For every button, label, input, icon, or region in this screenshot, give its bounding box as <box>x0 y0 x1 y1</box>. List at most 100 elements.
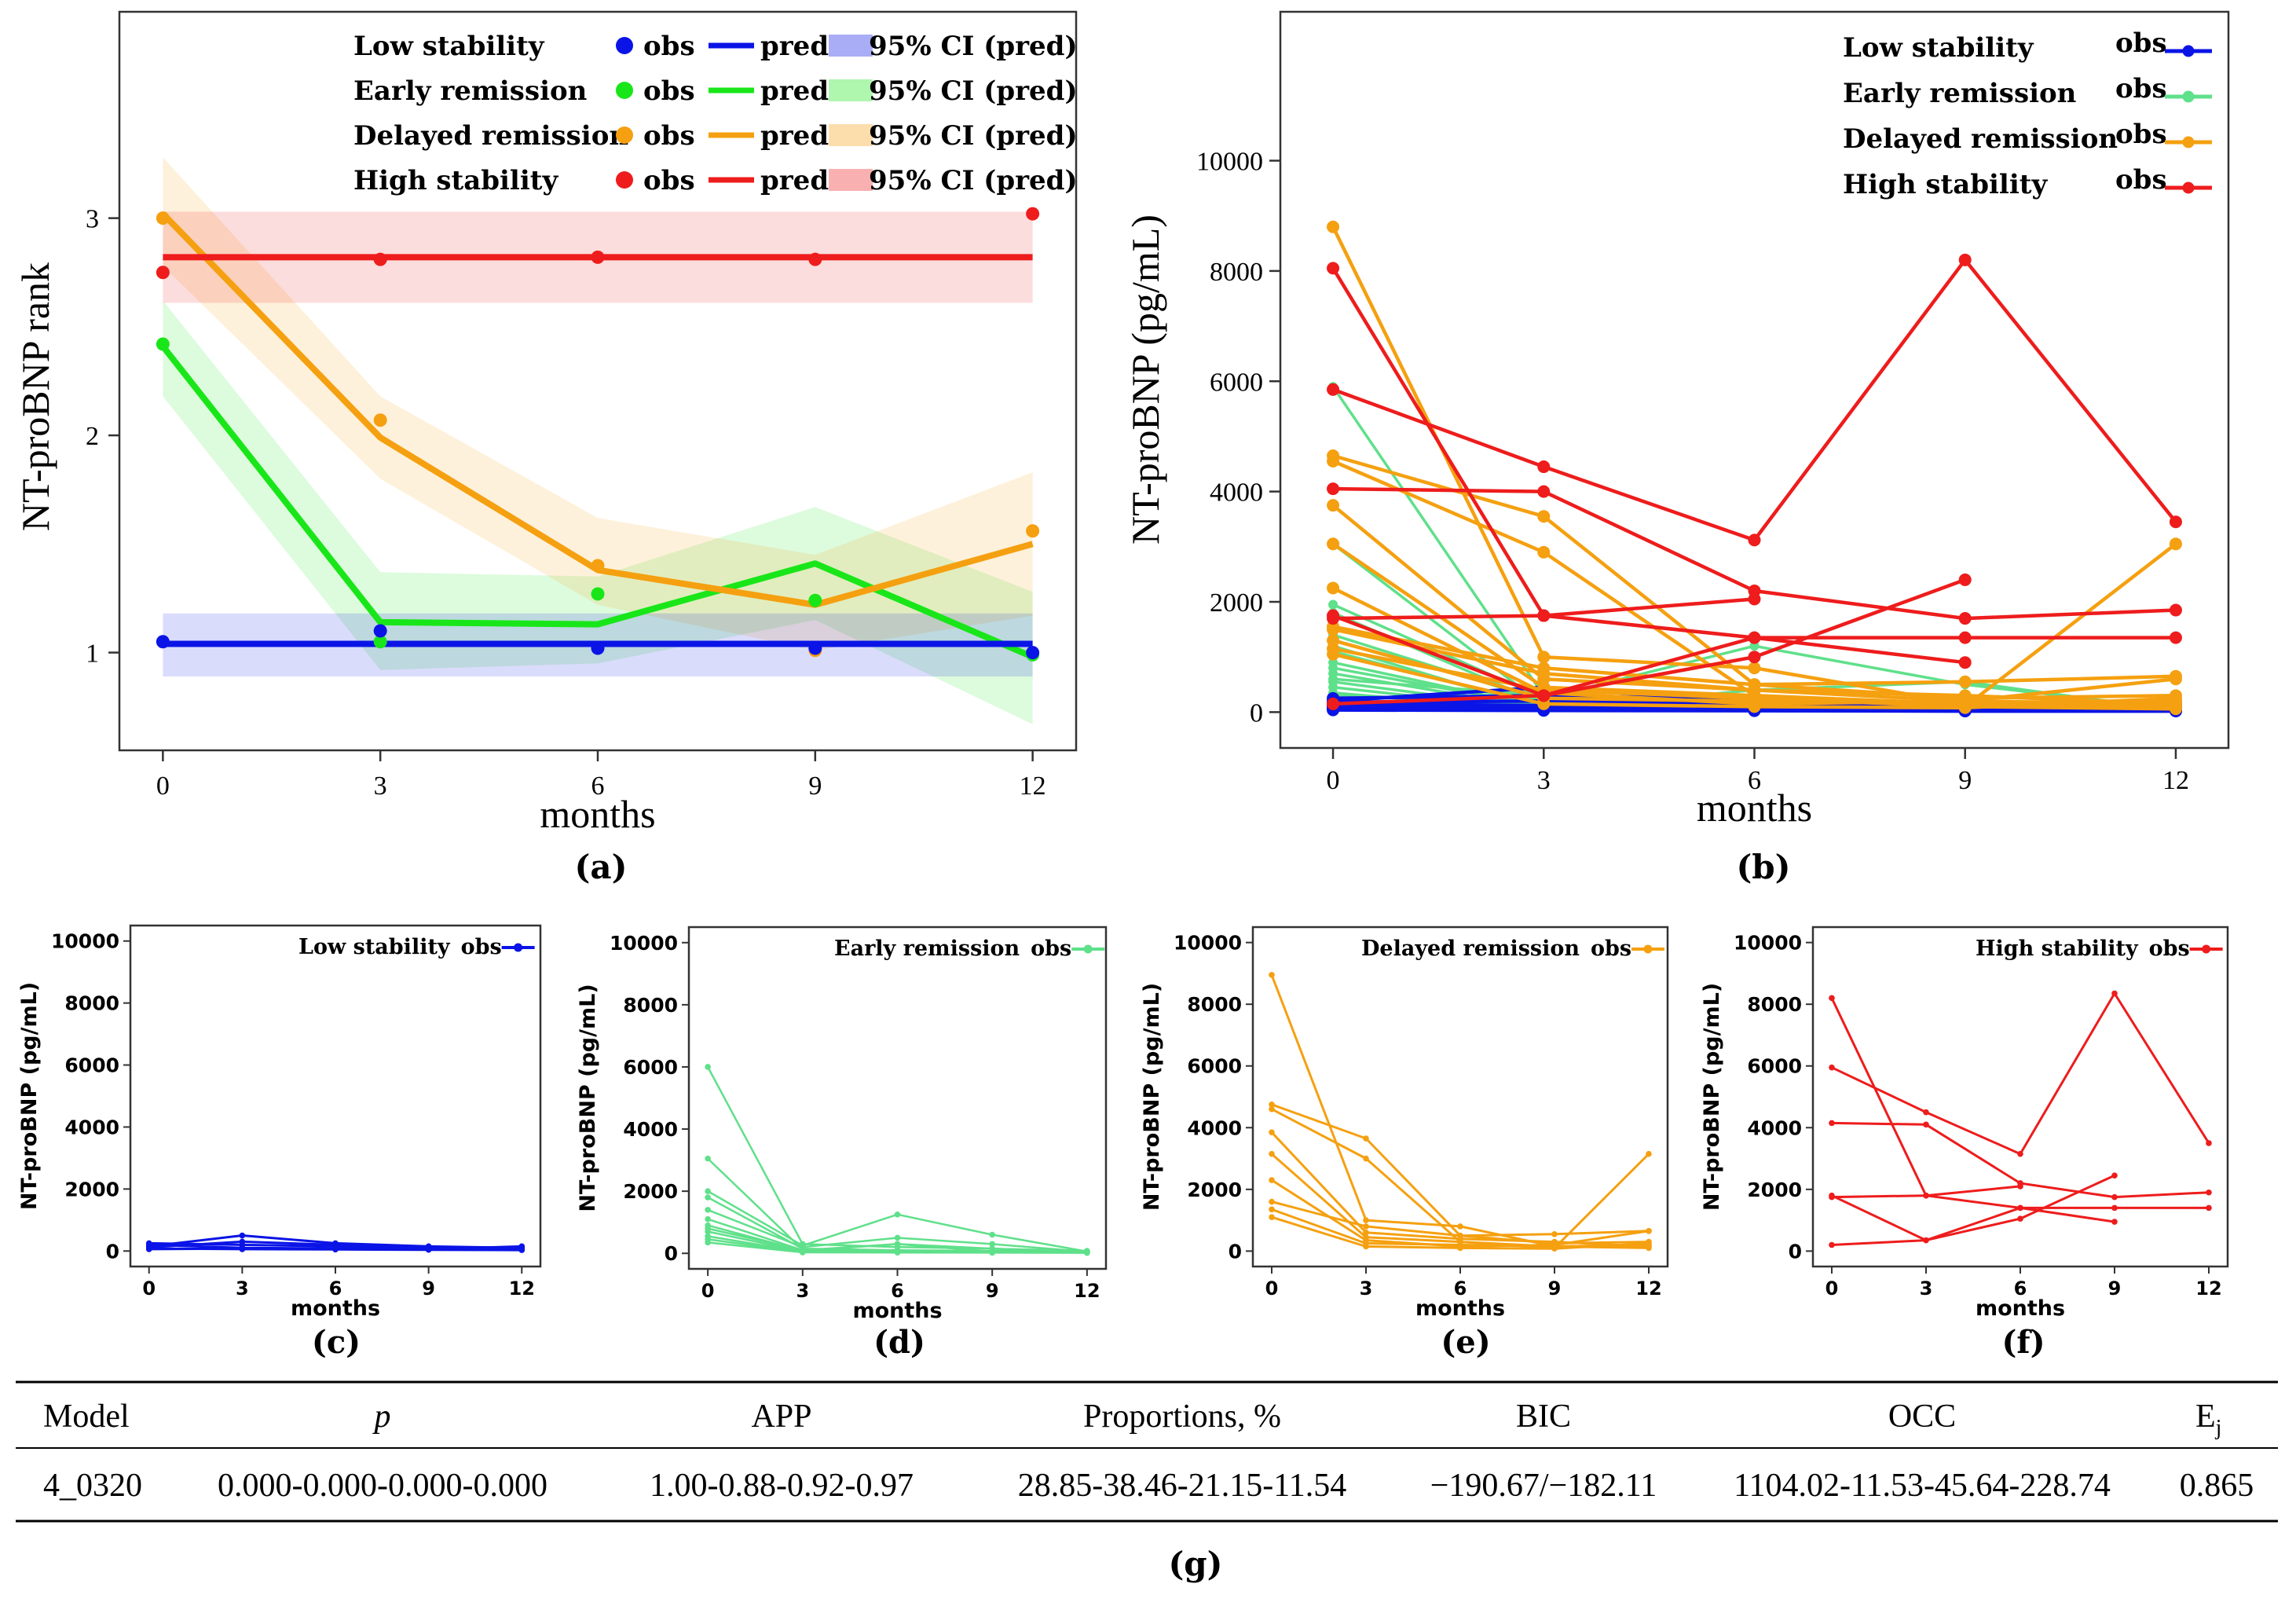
y-tick-label-e: 6000 <box>1187 1055 1242 1078</box>
obs-point-e <box>1269 1102 1275 1108</box>
obs-point-delayed-remission <box>373 413 387 427</box>
obs-point-f <box>1923 1121 1929 1128</box>
panel-label-g: (g) <box>1168 1545 1222 1583</box>
table-header-proportions: Proportions, % <box>1083 1399 1281 1435</box>
legend-name-f: High stability <box>1976 937 2139 961</box>
y-tick-label-a: 3 <box>86 205 99 234</box>
y-axis-title-f: NT-proBNP (pg/mL) <box>1700 983 1724 1211</box>
obs-point-d <box>705 1188 711 1194</box>
table-cell-bic: −190.67/−182.11 <box>1430 1468 1657 1504</box>
y-tick-label-c: 4000 <box>64 1116 119 1138</box>
obs-point-f <box>1829 1064 1835 1071</box>
obs-point-e <box>1363 1155 1369 1162</box>
legend-ci-text-a: 95% CI (pred) <box>869 165 1078 196</box>
obs-line-high-stability <box>1333 577 1966 706</box>
obs-point-high-stability <box>1958 631 1972 644</box>
table-cell-occ: 1104.02-11.53-45.64-228.74 <box>1734 1468 2111 1504</box>
obs-point-high-stability <box>2169 631 2182 644</box>
obs-point-c <box>239 1232 246 1239</box>
legend-obs-text-d: obs <box>1031 937 1071 961</box>
obs-point-high-stability <box>1537 609 1551 622</box>
obs-point-d <box>705 1239 711 1246</box>
table-header-occ: OCC <box>1888 1399 1956 1435</box>
x-tick-label-e: 0 <box>1265 1278 1279 1300</box>
legend-name-c: Low stability <box>298 935 451 959</box>
legend-obs-text-f: obs <box>2149 937 2190 961</box>
legend-name-a: High stability <box>353 165 558 196</box>
obs-point-c <box>425 1246 432 1253</box>
table-cell-app: 1.00-0.88-0.92-0.97 <box>650 1468 914 1504</box>
table-cell-model: 4_0320 <box>43 1468 142 1504</box>
obs-point-f <box>1923 1109 1929 1116</box>
x-tick-label-d: 12 <box>1074 1280 1100 1302</box>
x-tick-label-e: 12 <box>1635 1278 1661 1300</box>
obs-point-d <box>989 1241 995 1248</box>
obs-point-f <box>1829 995 1835 1002</box>
obs-point-delayed-remission <box>1537 545 1551 559</box>
chart-e: 0 3 6 9 12 0 2000 4000 6000 8000 10000 months NT-pro… <box>1140 926 1669 1321</box>
obs-point-high-stability <box>1958 253 1972 266</box>
y-tick-label-b: 2000 <box>1210 588 1263 618</box>
obs-point-early-remission <box>156 337 170 351</box>
x-tick-label-f: 3 <box>1920 1278 1933 1300</box>
plot-frame-e <box>1251 926 1669 1268</box>
legend-obs-text-a: obs <box>643 31 695 62</box>
obs-point-high-stability <box>156 266 170 280</box>
obs-point-f <box>2206 1189 2212 1196</box>
x-tick-label-c: 12 <box>509 1278 535 1300</box>
x-axis-title-b: months <box>1697 786 1812 830</box>
obs-point-high-stability <box>1748 651 1761 664</box>
legend-name-b: High stability <box>1843 169 2048 200</box>
y-tick-label-c: 0 <box>106 1240 119 1263</box>
plot-frame-d <box>687 926 1108 1270</box>
panel-label-f: (f) <box>2001 1324 2045 1361</box>
obs-line-e <box>1270 974 1650 1248</box>
legend-obs-text-a: obs <box>643 75 695 107</box>
obs-line-e <box>1271 1103 1650 1245</box>
y-axis-title-b: NT-proBNP (pg/mL) <box>1123 214 1167 544</box>
obs-point-high-stability <box>1327 383 1340 396</box>
obs-point-high-stability <box>1537 485 1551 498</box>
obs-line-high-stability <box>1332 258 2177 542</box>
y-axis-title-d: NT-proBNP (pg/mL) <box>576 984 600 1212</box>
legend-obs-text-b: obs <box>2115 27 2167 59</box>
y-tick-label-b: 0 <box>1250 698 1263 728</box>
obs-point-delayed-remission <box>1327 455 1340 468</box>
y-tick-label-d: 4000 <box>623 1118 678 1141</box>
legend-name-b: Low stability <box>1843 32 2034 64</box>
chart-f: 0 3 6 9 12 0 2000 4000 6000 8000 10000 months NT-pro… <box>1700 926 2229 1321</box>
obs-point-e <box>1646 1240 1652 1247</box>
obs-point-delayed-remission <box>1537 510 1551 523</box>
y-tick-label-e: 4000 <box>1187 1116 1242 1139</box>
y-tick-label-e: 0 <box>1229 1240 1242 1263</box>
y-tick-label-c: 10000 <box>51 930 119 953</box>
obs-point-early-remission <box>808 593 822 607</box>
y-tick-label-c: 2000 <box>64 1178 119 1201</box>
x-tick-label-b: 9 <box>1958 766 1972 795</box>
legend-name-a: Low stability <box>353 31 545 62</box>
obs-point-delayed-remission <box>2169 669 2182 683</box>
obs-point-d <box>800 1247 806 1254</box>
obs-point-high-stability <box>1958 573 1972 586</box>
y-axis-title-c: NT-proBNP (pg/mL) <box>17 982 42 1210</box>
legend-ci-marker-a <box>829 124 873 146</box>
obs-point-f <box>1829 1120 1835 1127</box>
obs-point-e <box>1646 1150 1652 1157</box>
obs-point-e <box>1363 1230 1369 1236</box>
x-tick-label-b: 12 <box>2162 766 2189 795</box>
legend-obs-text-a: obs <box>643 120 695 152</box>
x-tick-label-c: 3 <box>236 1278 249 1300</box>
x-tick-label-d: 0 <box>701 1280 715 1302</box>
x-tick-label-d: 6 <box>891 1280 904 1302</box>
legend-obs-marker-a <box>616 37 633 54</box>
x-tick-label-b: 3 <box>1537 766 1551 795</box>
x-axis-title-d: months <box>852 1299 942 1323</box>
obs-point-d <box>894 1249 901 1256</box>
y-tick-label-c: 6000 <box>64 1054 119 1077</box>
y-tick-label-f: 0 <box>1789 1240 1802 1263</box>
y-tick-label-b: 10000 <box>1196 148 1263 177</box>
obs-point-high-stability <box>1958 656 1972 669</box>
obs-point-d <box>705 1225 711 1232</box>
table-cell-p: 0.000-0.000-0.000-0.000 <box>218 1468 547 1504</box>
legend-obs-marker-a <box>616 171 633 189</box>
